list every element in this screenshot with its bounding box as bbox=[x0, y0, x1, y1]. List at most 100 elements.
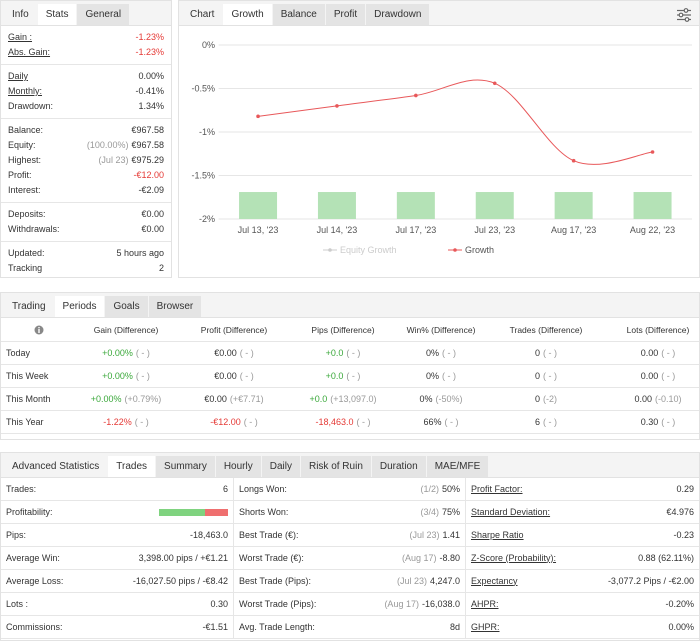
table-cell: 66%( - ) bbox=[423, 411, 458, 434]
table-cell: +0.0( - ) bbox=[326, 342, 361, 365]
cell-diff: ( - ) bbox=[442, 348, 457, 358]
info-row: Equity: (100.00%) €967.58 bbox=[1, 138, 171, 153]
cell-diff: (+€7.71) bbox=[229, 394, 264, 404]
column-header: Trades (Difference) bbox=[509, 325, 583, 335]
tab[interactable]: Browser bbox=[148, 296, 202, 317]
stat-value: 3,398.00 pips / +€1.21 bbox=[138, 552, 228, 563]
x-tick-label: Aug 17, '23 bbox=[551, 225, 596, 235]
stat-row: Standard Deviation: €4.976 bbox=[465, 501, 699, 524]
tab[interactable]: Duration bbox=[371, 456, 426, 477]
tab[interactable]: Advanced Statistics bbox=[12, 461, 100, 472]
tab[interactable]: Balance bbox=[272, 4, 325, 25]
cell-value: 0 bbox=[534, 348, 541, 358]
info-group: Balance: €967.58 Equity: (100.00%) €967.58 Hi… bbox=[1, 119, 171, 203]
cell-diff: ( - ) bbox=[135, 348, 150, 358]
stat-label: Average Loss: bbox=[6, 575, 64, 586]
x-tick-label: Jul 23, '23 bbox=[474, 225, 515, 235]
cell-diff: ( - ) bbox=[135, 371, 150, 381]
stat-row: Expectancy -3,077.2 Pips / -€2.00 bbox=[465, 570, 699, 593]
stat-label: Average Win: bbox=[6, 552, 60, 563]
cell-diff: ( - ) bbox=[356, 417, 371, 427]
tab-strip: Trading Periods Goals Browser bbox=[1, 293, 699, 318]
cell-diff: ( - ) bbox=[442, 371, 457, 381]
table-cell: -1.22%( - ) bbox=[103, 411, 149, 434]
info-group: Gain : -1.23% Abs. Gain: -1.23% bbox=[1, 26, 171, 65]
stat-row: AHPR: -0.20% bbox=[465, 593, 699, 616]
stat-value: -18,463.0 bbox=[189, 529, 228, 540]
tab[interactable]: Trades bbox=[108, 456, 156, 477]
info-label: Tracking bbox=[8, 263, 43, 273]
cell-value: 0% bbox=[425, 348, 440, 358]
cell-diff: ( - ) bbox=[444, 417, 459, 427]
tab[interactable]: Trading bbox=[12, 301, 46, 312]
info-row: Interest: -€2.09 bbox=[1, 183, 171, 198]
cell-diff: ( - ) bbox=[346, 371, 361, 381]
bar-loss bbox=[205, 508, 228, 516]
tab[interactable]: Stats bbox=[37, 4, 77, 25]
info-note: (Jul 23) bbox=[98, 155, 129, 165]
info-label: Abs. Gain: bbox=[8, 47, 51, 57]
stat-note: (3/4) bbox=[420, 506, 439, 517]
cell-diff: ( - ) bbox=[239, 348, 254, 358]
stat-value: 6 bbox=[222, 483, 228, 494]
cell-value: 6 bbox=[534, 417, 541, 427]
tab[interactable]: Risk of Ruin bbox=[300, 456, 371, 477]
table-cell: +0.0 (+13,097.0) bbox=[309, 388, 376, 411]
table-header: Gain (Difference) Profit (Difference) Pips… bbox=[1, 319, 699, 342]
cell-diff: ( - ) bbox=[543, 371, 558, 381]
info-label: Balance: bbox=[8, 125, 44, 135]
y-tick-label: 0% bbox=[202, 40, 215, 50]
info-label: Monthly: bbox=[8, 86, 43, 96]
bar bbox=[475, 192, 514, 219]
tab[interactable]: Hourly bbox=[215, 456, 261, 477]
tab-strip: Chart Growth Balance Profit Drawdown bbox=[179, 1, 699, 26]
bar bbox=[554, 192, 593, 219]
stat-value: -0.20% bbox=[665, 598, 694, 609]
cell-value: €0.00 bbox=[204, 394, 227, 404]
info-label: Daily bbox=[8, 71, 29, 81]
info-label: Equity: bbox=[8, 140, 36, 150]
tab[interactable]: Daily bbox=[261, 456, 300, 477]
info-value: €0.00 bbox=[141, 209, 164, 219]
cell-diff: ( - ) bbox=[243, 417, 258, 427]
info-group: Daily 0.00% Monthly: -0.41% Drawdown: 1.34% bbox=[1, 65, 171, 119]
stat-value: 8d bbox=[449, 621, 460, 632]
y-tick-label: -2% bbox=[199, 214, 215, 224]
table-cell: +0.00%( - ) bbox=[102, 365, 150, 388]
info-group: Updated: 5 hours ago Tracking 2 bbox=[1, 242, 171, 277]
table-cell: 6( - ) bbox=[535, 411, 557, 434]
stat-value: -8.80 bbox=[439, 552, 460, 563]
cell-value: +0.0 bbox=[309, 394, 328, 404]
tab[interactable]: Goals bbox=[105, 296, 148, 317]
tab[interactable]: Drawdown bbox=[366, 4, 430, 25]
x-tick-label: Jul 17, '23 bbox=[395, 225, 436, 235]
stat-label: Avg. Trade Length: bbox=[239, 621, 315, 632]
info-label: Profit: bbox=[8, 170, 32, 180]
cell-value: +0.00% bbox=[102, 348, 133, 358]
stat-value: €4.976 bbox=[666, 506, 694, 517]
info-row: Deposits: €0.00 bbox=[1, 207, 171, 222]
cell-value: €0.00 bbox=[214, 348, 237, 358]
stat-row: Average Win: 3,398.00 pips / +€1.21 bbox=[1, 547, 233, 570]
stat-row: Profitability: bbox=[1, 501, 233, 524]
tab[interactable]: MAE/MFE bbox=[426, 456, 489, 477]
table-cell: €0.00 (+€7.71) bbox=[204, 388, 263, 411]
x-tick-label: Jul 14, '23 bbox=[317, 225, 358, 235]
stat-label: Best Trade (Pips): bbox=[239, 575, 312, 586]
info-row: Gain : -1.23% bbox=[1, 30, 171, 45]
tab[interactable]: Growth bbox=[223, 4, 272, 25]
tab[interactable]: Summary bbox=[156, 456, 215, 477]
stat-label: Profitability: bbox=[6, 506, 53, 517]
stat-row: Sharpe Ratio -0.23 bbox=[465, 524, 699, 547]
tab[interactable]: Profit bbox=[325, 4, 366, 25]
tab[interactable]: Chart bbox=[190, 9, 215, 20]
tab[interactable]: Info bbox=[12, 9, 29, 20]
settings-icon[interactable] bbox=[676, 7, 692, 23]
tab[interactable]: General bbox=[77, 4, 130, 25]
tab[interactable]: Periods bbox=[54, 296, 105, 317]
stat-value: -16,038.0 bbox=[421, 598, 460, 609]
stat-label: Commissions: bbox=[6, 621, 63, 632]
cell-value: 0 bbox=[534, 371, 541, 381]
bar bbox=[633, 192, 672, 219]
table-row: This Year -1.22%( - ) -€12.00( - ) -18,463.… bbox=[1, 411, 699, 434]
